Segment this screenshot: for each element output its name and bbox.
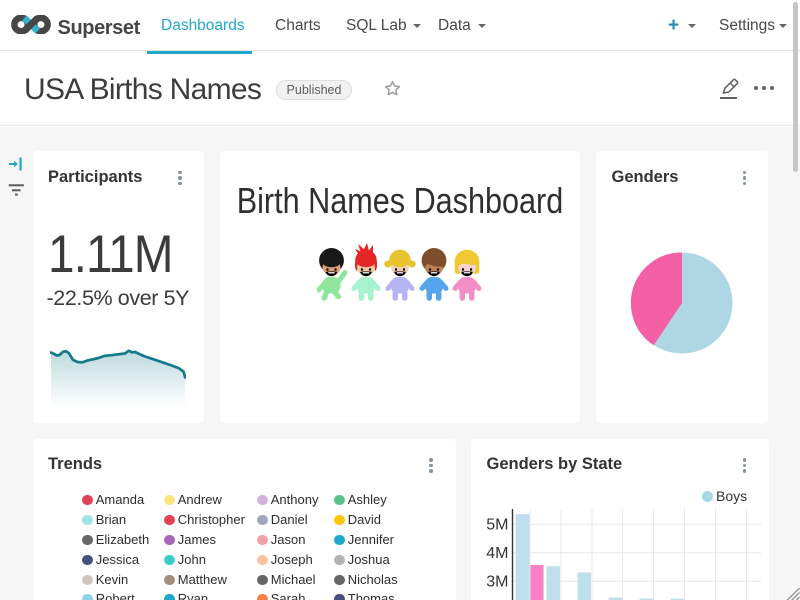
svg-text:4M: 4M [486, 545, 508, 562]
svg-text:5M: 5M [486, 517, 508, 534]
svg-text:3M: 3M [486, 574, 508, 591]
